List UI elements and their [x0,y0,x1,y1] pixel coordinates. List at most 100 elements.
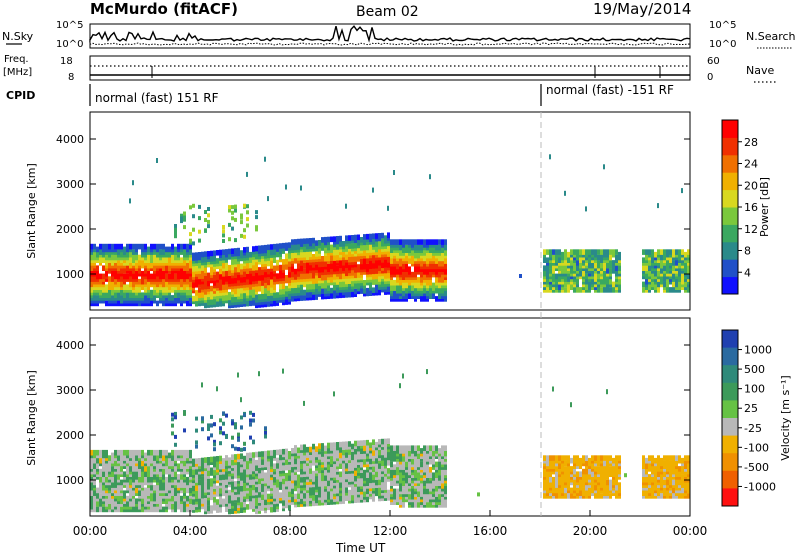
heatmap-cell [147,246,150,253]
heatmap-cell [285,275,288,281]
heatmap-cell [126,482,129,488]
heatmap-cell [684,281,687,288]
heatmap-cell [348,449,351,455]
heatmap-cell [600,249,603,255]
heatmap-cell [375,490,378,497]
heatmap-cell [249,300,252,307]
heatmap-cell [402,445,405,451]
heatmap-cell [324,453,327,460]
heatmap-cell [576,249,579,255]
heatmap-cell [195,485,198,491]
heatmap-cell [231,205,234,210]
heatmap-cell [306,446,309,453]
heatmap-cell [393,279,396,286]
heatmap-cell [309,273,312,279]
heatmap-cell [216,290,219,297]
heatmap-cell [423,480,426,486]
heatmap-cell [603,249,606,255]
heatmap-cell [288,261,291,267]
heatmap-cell [168,284,171,290]
heatmap-cell [216,386,218,392]
heatmap-cell [186,262,189,269]
heatmap-cell [192,271,195,278]
heatmap-cell [168,452,171,459]
heatmap-cell [564,287,567,293]
heatmap-cell [246,477,249,483]
heatmap-cell [117,281,120,288]
heatmap-cell [207,505,210,512]
heatmap-cell [387,468,390,474]
heatmap-cell [387,205,389,211]
heatmap-cell [240,415,243,420]
heatmap-cell [132,474,135,480]
heatmap-cell [297,474,300,481]
heatmap-cell [222,233,225,238]
heatmap-cell [675,278,678,285]
power-panel-frame [89,111,691,311]
heatmap-cell [519,274,522,278]
heatmap-cell [117,243,120,250]
heatmap-cell [234,446,237,451]
heatmap-cell [228,248,231,255]
heatmap-cell [102,243,105,250]
heatmap-cell [318,486,321,493]
heatmap-cell [555,249,558,255]
heatmap-cell [327,442,330,449]
heatmap-cell [657,249,660,255]
heatmap-cell [135,243,138,250]
heatmap-cell [132,249,135,255]
heatmap-cell [225,455,228,461]
heatmap-cell [255,215,258,220]
heatmap-cell [213,250,216,256]
heatmap-cell [135,487,138,494]
heatmap-cell [228,291,231,298]
heatmap-cell [141,449,144,456]
heatmap-cell [240,425,243,430]
heatmap-cell [411,271,414,278]
heatmap-cell [96,246,99,253]
heatmap-cell [279,289,282,295]
heatmap-cell [120,295,123,301]
heatmap-cell [267,477,270,484]
heatmap-cell [153,484,156,491]
heatmap-cell [234,238,237,243]
heatmap-cell [303,295,306,301]
heatmap-cell [204,210,207,214]
heatmap-cell [405,472,408,478]
heatmap-cell [366,477,369,484]
heatmap-cell [585,206,587,212]
heatmap-cell [408,493,411,500]
heatmap-cell [306,251,309,258]
heatmap-cell [345,452,348,458]
heatmap-cell [354,440,357,447]
heatmap-cell [438,244,441,251]
heatmap-cell [588,249,591,255]
heatmap-cell [132,449,135,456]
heatmap-cell [309,487,312,493]
heatmap-cell [324,459,327,465]
heatmap-cell [573,249,576,255]
heatmap-cell [108,243,111,250]
heatmap-cell [312,457,315,463]
heatmap-cell [300,252,303,258]
heatmap-cell [249,422,252,427]
heatmap-cell [201,457,204,464]
heatmap-cell [423,458,426,465]
heatmap-cell [111,452,114,459]
heatmap-cell [240,293,243,299]
heatmap-cell [666,262,669,269]
heatmap-cell [360,258,363,265]
heatmap-cell [162,243,165,250]
heatmap-cell [252,289,255,295]
heatmap-cell [231,444,234,449]
heatmap-cell [567,251,570,258]
heatmap-cell [123,273,126,280]
heatmap-cell [312,443,315,450]
heatmap-cell [321,237,324,243]
heatmap-cell [141,270,144,277]
heatmap-cell [192,214,195,219]
heatmap-cell [618,265,621,271]
heatmap-cell [159,471,162,477]
heatmap-cell [591,278,594,285]
heatmap-cell [144,295,147,301]
